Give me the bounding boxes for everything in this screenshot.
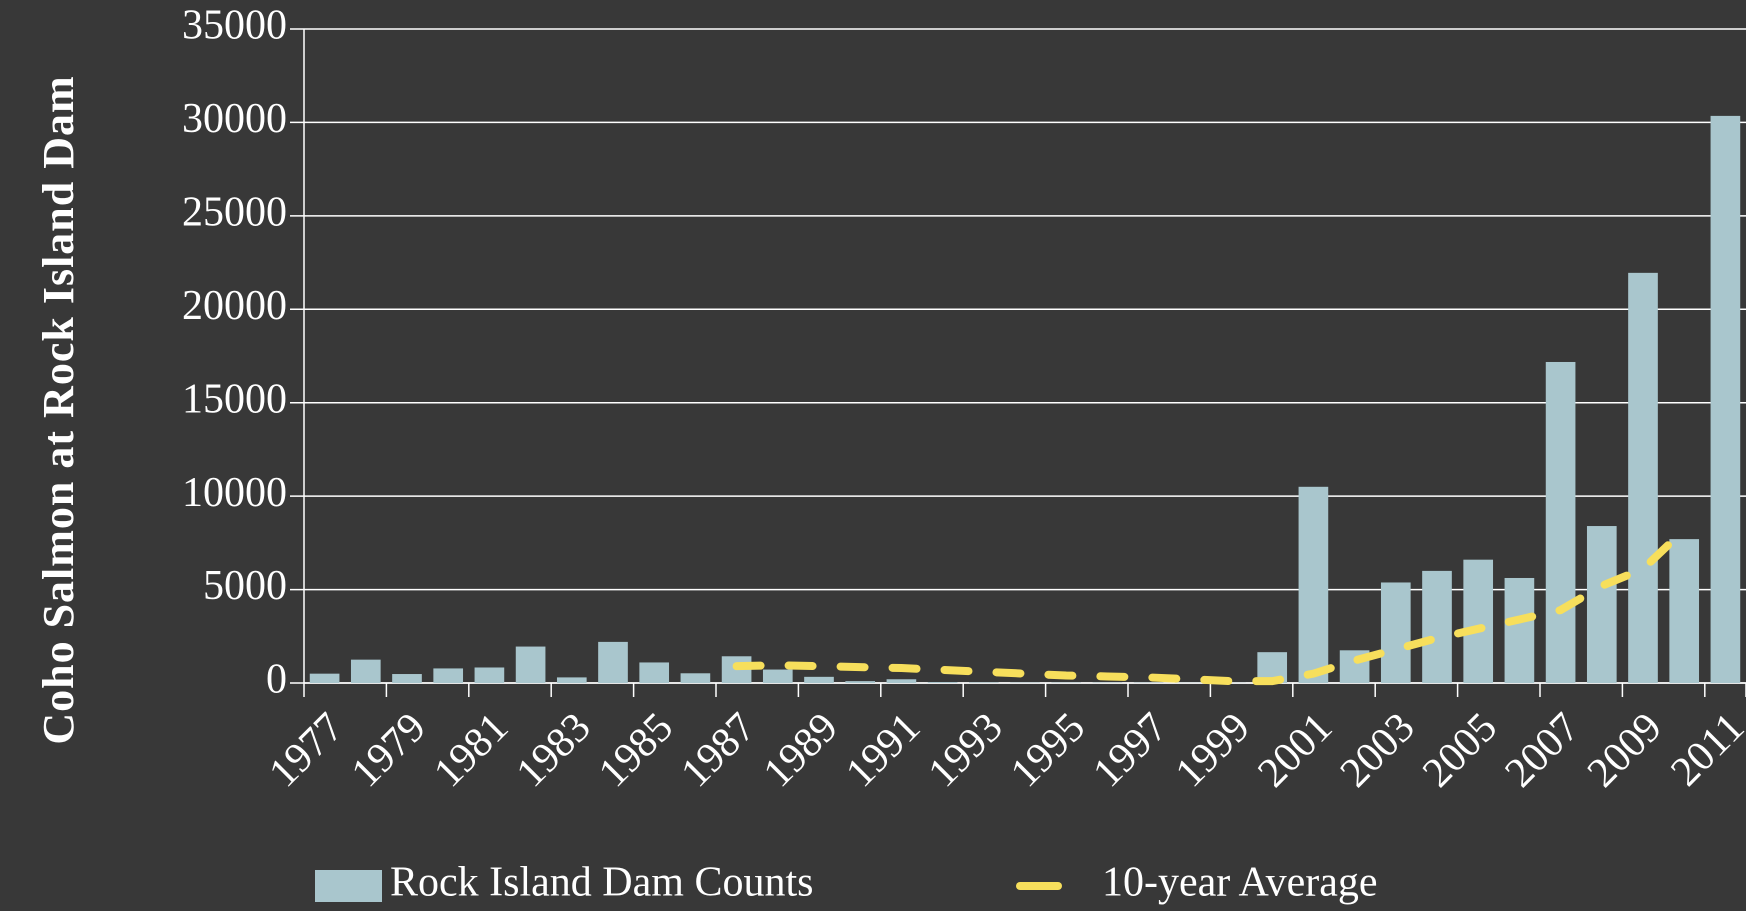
bar <box>968 682 999 683</box>
y-tick-label: 35000 <box>182 3 287 49</box>
y-tick-label: 0 <box>266 657 287 703</box>
bar <box>886 679 917 683</box>
bar <box>762 669 793 683</box>
legend-label: 10-year Average <box>1102 860 1378 906</box>
bar <box>392 674 422 683</box>
bar <box>1628 272 1658 683</box>
x-tick-label: 1987 <box>673 704 765 796</box>
bar <box>1710 115 1741 684</box>
x-tick-label: 2011 <box>1662 704 1746 795</box>
legend-label: Rock Island Dam Counts <box>390 860 813 906</box>
y-tick-label: 10000 <box>182 470 287 516</box>
bar <box>515 646 546 683</box>
x-tick-label: 1977 <box>261 704 353 796</box>
bar <box>804 676 834 683</box>
bar <box>433 668 464 683</box>
bar <box>1380 582 1411 683</box>
x-tick-label: 1993 <box>920 704 1012 796</box>
bar <box>1422 570 1452 683</box>
x-tick-label: 2001 <box>1249 704 1341 796</box>
bar <box>556 677 587 683</box>
x-tick-label: 2003 <box>1332 704 1424 796</box>
bar <box>680 673 711 683</box>
bar <box>845 681 876 683</box>
x-tick-label: 2005 <box>1414 704 1506 796</box>
bar <box>474 667 505 683</box>
x-tick-label: 1983 <box>508 704 600 796</box>
y-tick-label: 5000 <box>203 563 287 609</box>
y-tick-label: 30000 <box>182 96 287 142</box>
bar <box>1545 361 1576 683</box>
x-tick-label: 1981 <box>425 704 517 796</box>
x-tick-label: 2009 <box>1579 704 1671 796</box>
x-tick-label: 1999 <box>1167 704 1259 796</box>
x-tick-label: 1985 <box>590 704 682 796</box>
bar <box>1463 559 1494 683</box>
y-tick-label: 20000 <box>182 283 287 329</box>
bar <box>639 662 670 683</box>
bar <box>927 682 958 683</box>
x-tick-label: 1995 <box>1002 704 1094 796</box>
x-tick-label: 1997 <box>1085 704 1177 796</box>
x-tick-label: 1979 <box>343 704 435 796</box>
x-tick-label: 1989 <box>755 704 847 796</box>
y-tick-label: 25000 <box>182 189 287 235</box>
bar <box>598 641 628 683</box>
bar <box>1504 577 1535 683</box>
y-axis-title: Coho Salmon at Rock Island Dam <box>34 75 83 745</box>
average-line <box>732 525 1689 686</box>
legend-swatch <box>315 870 382 902</box>
bar <box>1669 539 1700 683</box>
y-tick-label: 15000 <box>182 376 287 422</box>
x-tick-label: 2007 <box>1497 704 1589 796</box>
x-tick-label: 1991 <box>837 704 929 796</box>
bar <box>309 673 340 683</box>
bar <box>1298 486 1329 683</box>
bar <box>1586 526 1617 683</box>
bar <box>350 659 381 683</box>
